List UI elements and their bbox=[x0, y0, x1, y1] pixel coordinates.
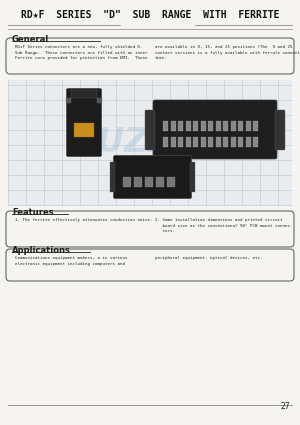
Bar bbox=[8, 80, 292, 205]
Bar bbox=[208, 121, 213, 131]
Bar bbox=[156, 177, 164, 187]
Bar bbox=[167, 177, 175, 187]
Bar bbox=[215, 121, 220, 131]
Bar bbox=[223, 137, 228, 147]
Bar bbox=[185, 137, 190, 147]
Bar bbox=[134, 177, 142, 187]
Bar bbox=[193, 121, 198, 131]
Bar bbox=[200, 137, 206, 147]
FancyBboxPatch shape bbox=[145, 110, 155, 150]
Text: 1. The ferrite effectively attenuates conduction noise.: 1. The ferrite effectively attenuates co… bbox=[15, 218, 152, 222]
Bar bbox=[178, 137, 183, 147]
Bar bbox=[170, 137, 175, 147]
Bar bbox=[245, 137, 250, 147]
FancyBboxPatch shape bbox=[113, 156, 191, 198]
Bar bbox=[223, 121, 228, 131]
Text: RD★F  SERIES  "D"  SUB  RANGE  WITH  FERRITE: RD★F SERIES "D" SUB RANGE WITH FERRITE bbox=[21, 10, 279, 20]
Bar bbox=[66, 98, 71, 103]
Bar bbox=[245, 121, 250, 131]
Bar bbox=[253, 137, 258, 147]
Text: SUZAKU: SUZAKU bbox=[74, 125, 226, 159]
Bar bbox=[238, 137, 243, 147]
Text: Applications: Applications bbox=[12, 246, 71, 255]
FancyBboxPatch shape bbox=[67, 88, 101, 156]
Text: peripheral equipment, optical devices, etc.: peripheral equipment, optical devices, e… bbox=[155, 256, 262, 260]
Text: 27: 27 bbox=[280, 402, 290, 411]
Bar bbox=[230, 121, 236, 131]
Text: 2. Same installation dimensions and printed circuit
   board size as the convent: 2. Same installation dimensions and prin… bbox=[155, 218, 292, 233]
Bar bbox=[193, 137, 198, 147]
Bar bbox=[71, 90, 97, 98]
Text: Features: Features bbox=[12, 208, 54, 217]
Bar bbox=[185, 121, 190, 131]
Bar bbox=[170, 121, 175, 131]
Bar bbox=[74, 123, 94, 137]
Bar bbox=[110, 162, 115, 192]
Bar bbox=[145, 177, 153, 187]
FancyBboxPatch shape bbox=[6, 249, 294, 281]
Bar bbox=[230, 137, 236, 147]
Bar bbox=[253, 121, 258, 131]
Bar bbox=[215, 137, 220, 147]
Bar bbox=[208, 137, 213, 147]
Bar bbox=[238, 121, 243, 131]
Text: General: General bbox=[12, 35, 49, 44]
Bar bbox=[190, 162, 195, 192]
Bar bbox=[123, 177, 131, 187]
FancyBboxPatch shape bbox=[275, 110, 285, 150]
FancyBboxPatch shape bbox=[6, 38, 294, 74]
Text: Communications equipment makers, a in various
electronic equipment including com: Communications equipment makers, a in va… bbox=[15, 256, 128, 266]
Text: RD★F Series connectors are a new, fully shielded D-
Sub Range.  These connectors: RD★F Series connectors are a new, fully … bbox=[15, 45, 148, 60]
Bar bbox=[163, 137, 168, 147]
FancyBboxPatch shape bbox=[6, 211, 294, 247]
Text: are available in 9, 15, and 25 positions (The  9 and 25
contact versions is a fu: are available in 9, 15, and 25 positions… bbox=[155, 45, 300, 60]
Bar bbox=[163, 121, 168, 131]
Bar bbox=[200, 121, 206, 131]
Bar bbox=[178, 121, 183, 131]
FancyBboxPatch shape bbox=[153, 100, 277, 159]
Bar bbox=[97, 98, 102, 103]
